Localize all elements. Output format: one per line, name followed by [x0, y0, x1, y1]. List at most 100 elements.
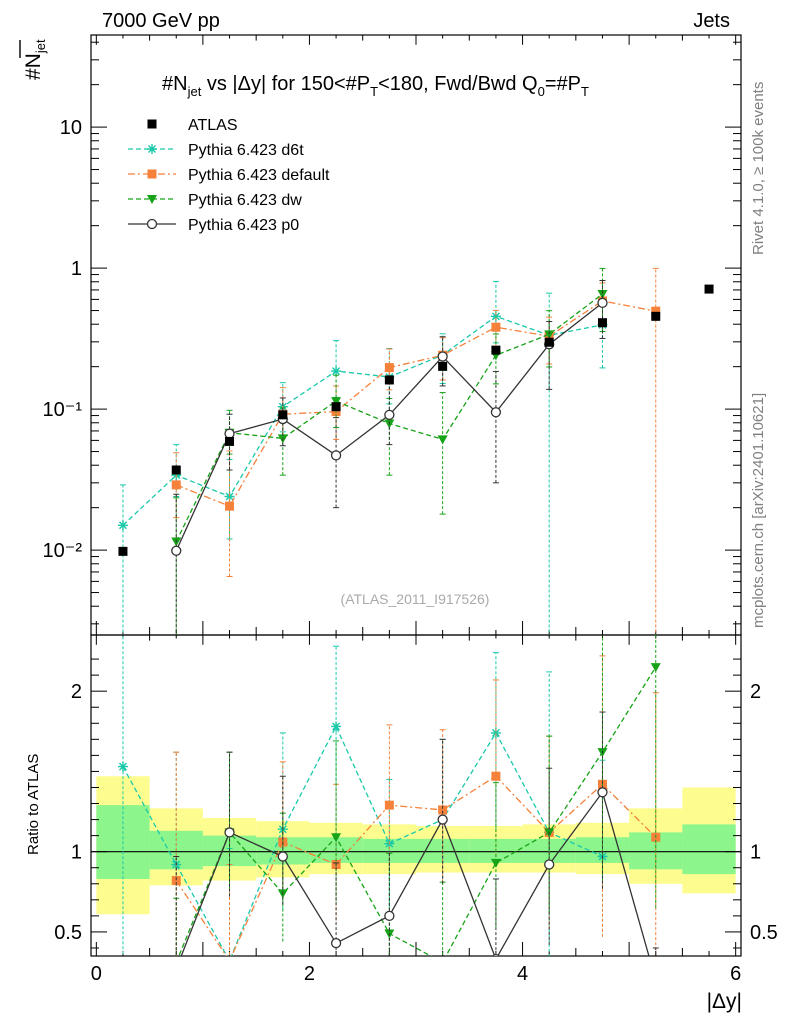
ratio-point — [384, 910, 395, 922]
band-green-11 — [682, 824, 736, 875]
title-sub-2: T — [370, 84, 378, 99]
mcplots-label: mcplots.cern.ch [arXiv:2401.10621] — [750, 393, 767, 628]
x-tick-label: 6 — [730, 963, 741, 985]
title-part-1: #N — [162, 73, 188, 95]
data-point — [437, 435, 448, 445]
y-tick-label-main: 10⁻¹ — [43, 399, 83, 421]
legend-item-pythia-6-423-p0: Pythia 6.423 p0 — [128, 217, 299, 234]
ratio-point — [437, 814, 448, 825]
atlas-data-point — [438, 361, 448, 371]
ratio-series-pythia-6-423-p0 — [172, 711, 659, 973]
legend-label: Pythia 6.423 d6t — [188, 142, 304, 159]
atlas-data-point — [331, 402, 341, 412]
svg-text:#Njet: #Njet — [22, 39, 48, 80]
y-tick-label-ratio: 1 — [71, 842, 82, 864]
legend-item-pythia-6-423-d6t: Pythia 6.423 d6t — [128, 142, 304, 159]
data-point — [597, 290, 608, 300]
main-series-layer — [117, 267, 714, 635]
x-tick-label: 0 — [91, 963, 102, 985]
y-tick-label-main: 10 — [60, 117, 82, 139]
y-tick-label-main: 10⁻² — [43, 540, 83, 562]
series-line — [122, 315, 603, 526]
legend-item-pythia-6-423-default: Pythia 6.423 default — [128, 167, 330, 184]
ratio-point — [597, 787, 608, 798]
y-axis-label-ratio: Ratio to ATLAS — [25, 754, 42, 855]
rivet-label: Rivet 4.1.0, ≥ 100k events — [750, 82, 767, 255]
ratio-point — [277, 851, 288, 862]
y-tick-label-ratio: 0.5 — [54, 922, 82, 944]
data-point — [384, 409, 395, 421]
ratio-point — [438, 805, 448, 815]
series-pythia-6-423-default — [171, 267, 661, 635]
series-pythia-6-423-p0 — [171, 279, 608, 635]
legend-label: Pythia 6.423 dw — [188, 192, 302, 209]
data-point — [331, 397, 342, 407]
axis-ticks: 0 2 4 6 10⁻² 10⁻¹ 1 10 0.5 0.5 1 1 2 2 — [43, 35, 778, 985]
y-label-main-text: #N — [22, 53, 45, 80]
y-tick-label-main: 1 — [71, 258, 82, 280]
title-sub-3: 0 — [538, 84, 545, 99]
data-point — [225, 501, 235, 511]
legend: ATLAS Pythia 6.423 d6t Pythia 6.423 defaul… — [128, 117, 330, 234]
y-tick-label-ratio: 2 — [71, 681, 82, 703]
title-sub-4: T — [581, 84, 589, 99]
data-point — [224, 428, 235, 439]
y-tick-label-ratio-right: 1 — [750, 842, 761, 864]
legend-marker — [146, 218, 158, 230]
ratio-series-pythia-6-423-d6t — [117, 635, 608, 956]
data-point — [437, 351, 448, 362]
legend-marker — [147, 195, 157, 204]
atlas-data-point — [384, 375, 394, 385]
atlas-data-point — [651, 311, 661, 321]
analysis-watermark: (ATLAS_2011_I917526) — [341, 591, 490, 607]
header-energy: 7000 GeV pp — [102, 10, 220, 32]
ratio-point — [331, 721, 342, 732]
atlas-data-point — [544, 337, 554, 347]
title-sub-1: jet — [187, 84, 202, 99]
x-tick-label: 4 — [517, 963, 528, 985]
legend-marker — [147, 144, 157, 154]
ratio-point — [650, 663, 661, 673]
title-part-3: <180, Fwd/Bwd Q — [378, 73, 538, 95]
ratio-point — [384, 800, 394, 810]
ratio-point — [490, 727, 501, 738]
ratio-point — [171, 876, 181, 886]
y-axis-label-main: #Njet — [19, 39, 48, 80]
ratio-point — [172, 964, 181, 973]
header-jets: Jets — [693, 10, 730, 32]
data-point — [117, 520, 128, 531]
ratio-point — [490, 858, 501, 868]
data-point — [491, 322, 501, 332]
data-point — [651, 306, 661, 316]
x-axis-label: |Δy| — [707, 990, 742, 1013]
ratio-uncertainty-bands — [91, 776, 741, 915]
title-part-4: =#P — [545, 73, 581, 95]
ratio-series-layer — [117, 635, 661, 973]
ratio-point — [171, 958, 181, 967]
ratio-point — [330, 938, 342, 949]
data-point — [224, 491, 235, 502]
legend-item-pythia-6-423-dw: Pythia 6.423 dw — [128, 192, 302, 209]
atlas-data-point — [597, 318, 607, 328]
ratio-frame — [90, 634, 742, 957]
ratio-line — [178, 666, 657, 956]
series-line — [176, 300, 656, 507]
ratio-point — [544, 859, 555, 870]
y-tick-label-ratio-right: 2 — [750, 681, 761, 703]
data-point — [171, 545, 182, 556]
legend-item-atlas: ATLAS — [147, 117, 238, 134]
data-point — [490, 407, 502, 418]
data-point — [544, 330, 555, 340]
atlas-data-point — [491, 345, 501, 355]
legend-label: ATLAS — [188, 117, 238, 134]
ratio-series-pythia-6-423-dw — [171, 635, 661, 967]
ratio-point — [331, 833, 342, 843]
series-atlas-data — [118, 284, 714, 556]
ratio-point — [491, 771, 501, 781]
ratio-point — [438, 958, 448, 967]
title-part-2: vs |Δy| for 150<#P — [201, 73, 370, 95]
y-tick-label-ratio-right: 0.5 — [750, 922, 778, 944]
ratio-line — [180, 790, 650, 956]
ratio-line — [175, 775, 657, 956]
